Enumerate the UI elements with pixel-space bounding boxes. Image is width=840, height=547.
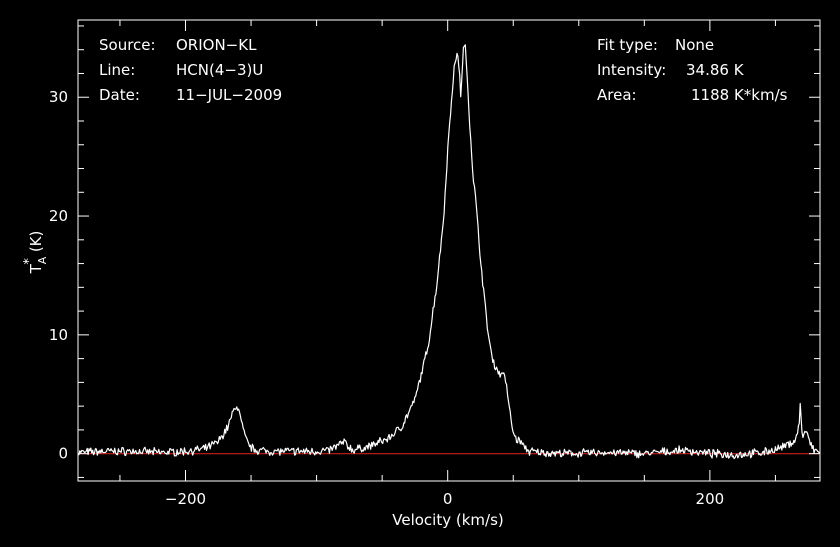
y-tick-label: 10 bbox=[49, 326, 68, 344]
y-tick-label: 20 bbox=[49, 207, 68, 225]
line-value: HCN(4−3)U bbox=[176, 61, 263, 79]
date-value: 11−JUL−2009 bbox=[176, 86, 282, 104]
y-axis-label-superscript: * bbox=[22, 258, 37, 265]
y-axis-label-base: T bbox=[27, 263, 45, 274]
line-label: Line: bbox=[99, 61, 135, 79]
source-label: Source: bbox=[99, 36, 156, 54]
y-axis-label: TA* (K) bbox=[22, 231, 49, 275]
plot-frame bbox=[77, 19, 821, 482]
x-axis-label: Velocity (km/s) bbox=[392, 511, 503, 529]
axis-ticks: −200 0 200 0 10 20 30 bbox=[49, 20, 820, 508]
x-tick-label: 200 bbox=[696, 490, 725, 508]
spectrum-line bbox=[77, 44, 821, 460]
y-tick-label: 30 bbox=[49, 88, 68, 106]
area-label: Area: bbox=[597, 86, 637, 104]
source-value: ORION−KL bbox=[176, 36, 257, 54]
intensity-label: Intensity: bbox=[597, 61, 666, 79]
intensity-value: 34.86 K bbox=[686, 61, 745, 79]
y-axis-label-unit: (K) bbox=[27, 231, 45, 253]
area-value: 1188 K*km/s bbox=[691, 86, 788, 104]
x-tick-label: 0 bbox=[443, 490, 453, 508]
y-axis-label-subscript: A bbox=[36, 256, 49, 264]
fit-type-label: Fit type: bbox=[597, 36, 658, 54]
fit-type-value: None bbox=[675, 36, 714, 54]
x-tick-label: −200 bbox=[165, 490, 206, 508]
y-tick-label: 0 bbox=[58, 445, 68, 463]
date-label: Date: bbox=[99, 86, 140, 104]
